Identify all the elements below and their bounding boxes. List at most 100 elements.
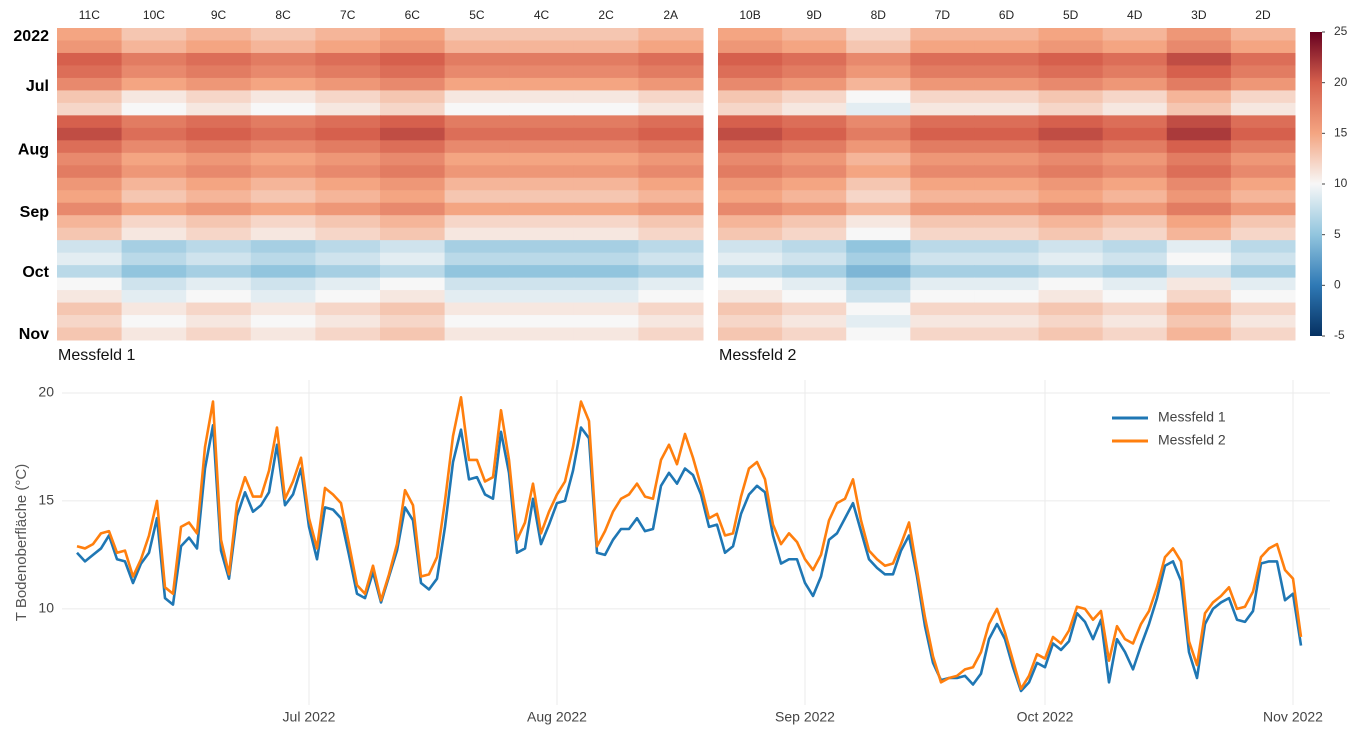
heatmap-cell <box>846 52 911 66</box>
heatmap-cell <box>910 40 975 54</box>
heatmap-cell <box>638 52 704 66</box>
heatmap-cell <box>1102 240 1168 254</box>
heatmap-cell <box>1038 40 1104 54</box>
heatmap-cell <box>638 252 704 266</box>
column-label: 2A <box>663 8 678 22</box>
heatmap-cell <box>380 52 446 66</box>
heatmap-cell <box>509 52 575 66</box>
colorbar-label: 20 <box>1334 75 1348 89</box>
heatmap-cell <box>910 302 975 316</box>
heatmap-cell <box>910 315 975 329</box>
heatmap-cell <box>186 177 252 191</box>
heatmap-cell <box>250 227 316 241</box>
heatmap-cell <box>782 327 847 341</box>
heatmap-cell <box>57 115 123 129</box>
heatmap-cell <box>57 190 123 204</box>
heatmap-cell <box>846 115 911 129</box>
column-label: 6D <box>999 8 1015 22</box>
heatmap-cell <box>121 315 187 329</box>
heatmap-cell <box>846 215 911 229</box>
heatmap-cell <box>1038 327 1104 341</box>
heatmap-cell <box>1166 140 1232 154</box>
column-label: 4C <box>534 8 550 22</box>
heatmap-cell <box>638 115 704 129</box>
heatmap-cell <box>315 290 381 304</box>
heatmap-cell <box>718 177 783 191</box>
column-label: 10C <box>143 8 165 22</box>
heatmap-cell <box>315 90 381 104</box>
heatmap-cell <box>846 240 911 254</box>
heatmap-cell <box>315 165 381 179</box>
heatmap-cell <box>910 28 975 41</box>
heatmap-cell <box>186 277 252 291</box>
heatmap-cell <box>1166 290 1232 304</box>
heatmap-cell <box>846 277 911 291</box>
heatmap-cell <box>573 115 639 129</box>
heatmap-cell <box>718 115 783 129</box>
heatmap-cell <box>250 165 316 179</box>
column-label: 5C <box>469 8 485 22</box>
heatmap-cell <box>846 65 911 79</box>
heatmap-cell <box>1102 52 1168 66</box>
heatmap-cell <box>1166 65 1232 79</box>
heatmap-cell <box>638 165 704 179</box>
heatmap-cell <box>121 215 187 229</box>
heatmap-cell <box>573 290 639 304</box>
heatmap-cell <box>250 190 316 204</box>
heatmap-cell <box>121 77 187 91</box>
series-line <box>76 395 1303 691</box>
heatmap-cell <box>846 327 911 341</box>
heatmap-cell <box>910 327 975 341</box>
heatmap-cell <box>380 65 446 79</box>
heatmap-cell <box>444 277 510 291</box>
heatmap-cell <box>186 152 252 166</box>
column-label: 4D <box>1127 8 1143 22</box>
heatmap-cell <box>782 165 847 179</box>
heatmap-cell <box>186 140 252 154</box>
heatmap-cell <box>573 140 639 154</box>
heatmap-cell <box>250 28 316 41</box>
heatmap-cell <box>782 115 847 129</box>
heatmap-cell <box>315 265 381 279</box>
heatmap-cell <box>1166 202 1232 216</box>
heatmap-cell <box>57 252 123 266</box>
heatmap-cell <box>974 165 1040 179</box>
heatmap-cell <box>782 265 847 279</box>
heatmap-cell <box>1102 315 1168 329</box>
column-label: 7C <box>340 8 356 22</box>
heatmap-cell <box>315 115 381 129</box>
heatmap-cell <box>444 327 510 341</box>
heatmap-cell <box>121 65 187 79</box>
heatmap-cell <box>910 215 975 229</box>
heatmap-cell <box>974 327 1040 341</box>
heatmap-cell <box>910 102 975 116</box>
heatmap-cell <box>444 28 510 41</box>
heatmap-cell <box>846 190 911 204</box>
heatmap-cell <box>638 40 704 54</box>
heatmap-cell <box>57 102 123 116</box>
heatmap-cell <box>782 202 847 216</box>
heatmap-cell <box>315 177 381 191</box>
heatmap-cell <box>250 177 316 191</box>
heatmap-cell <box>1102 102 1168 116</box>
heatmap-cell <box>1166 90 1232 104</box>
heatmap-cell <box>1038 65 1104 79</box>
heatmap-cell <box>1166 327 1232 341</box>
heatmap-cell <box>846 252 911 266</box>
y-tick-label: Jul <box>26 78 49 95</box>
heatmap-cell <box>315 252 381 266</box>
heatmap-cell <box>910 77 975 91</box>
heatmap-cell <box>638 315 704 329</box>
heatmap-cell <box>1230 140 1296 154</box>
heatmap-cell <box>186 90 252 104</box>
heatmap-cell <box>315 77 381 91</box>
heatmap-cell <box>974 215 1040 229</box>
heatmap-cell <box>718 165 783 179</box>
heatmap-cell <box>57 77 123 91</box>
heatmap-cell <box>57 240 123 254</box>
heatmap-cell <box>186 77 252 91</box>
heatmap-cell <box>638 327 704 341</box>
heatmap-cell <box>250 127 316 141</box>
heatmap-cell <box>509 277 575 291</box>
heatmap-cell <box>573 177 639 191</box>
